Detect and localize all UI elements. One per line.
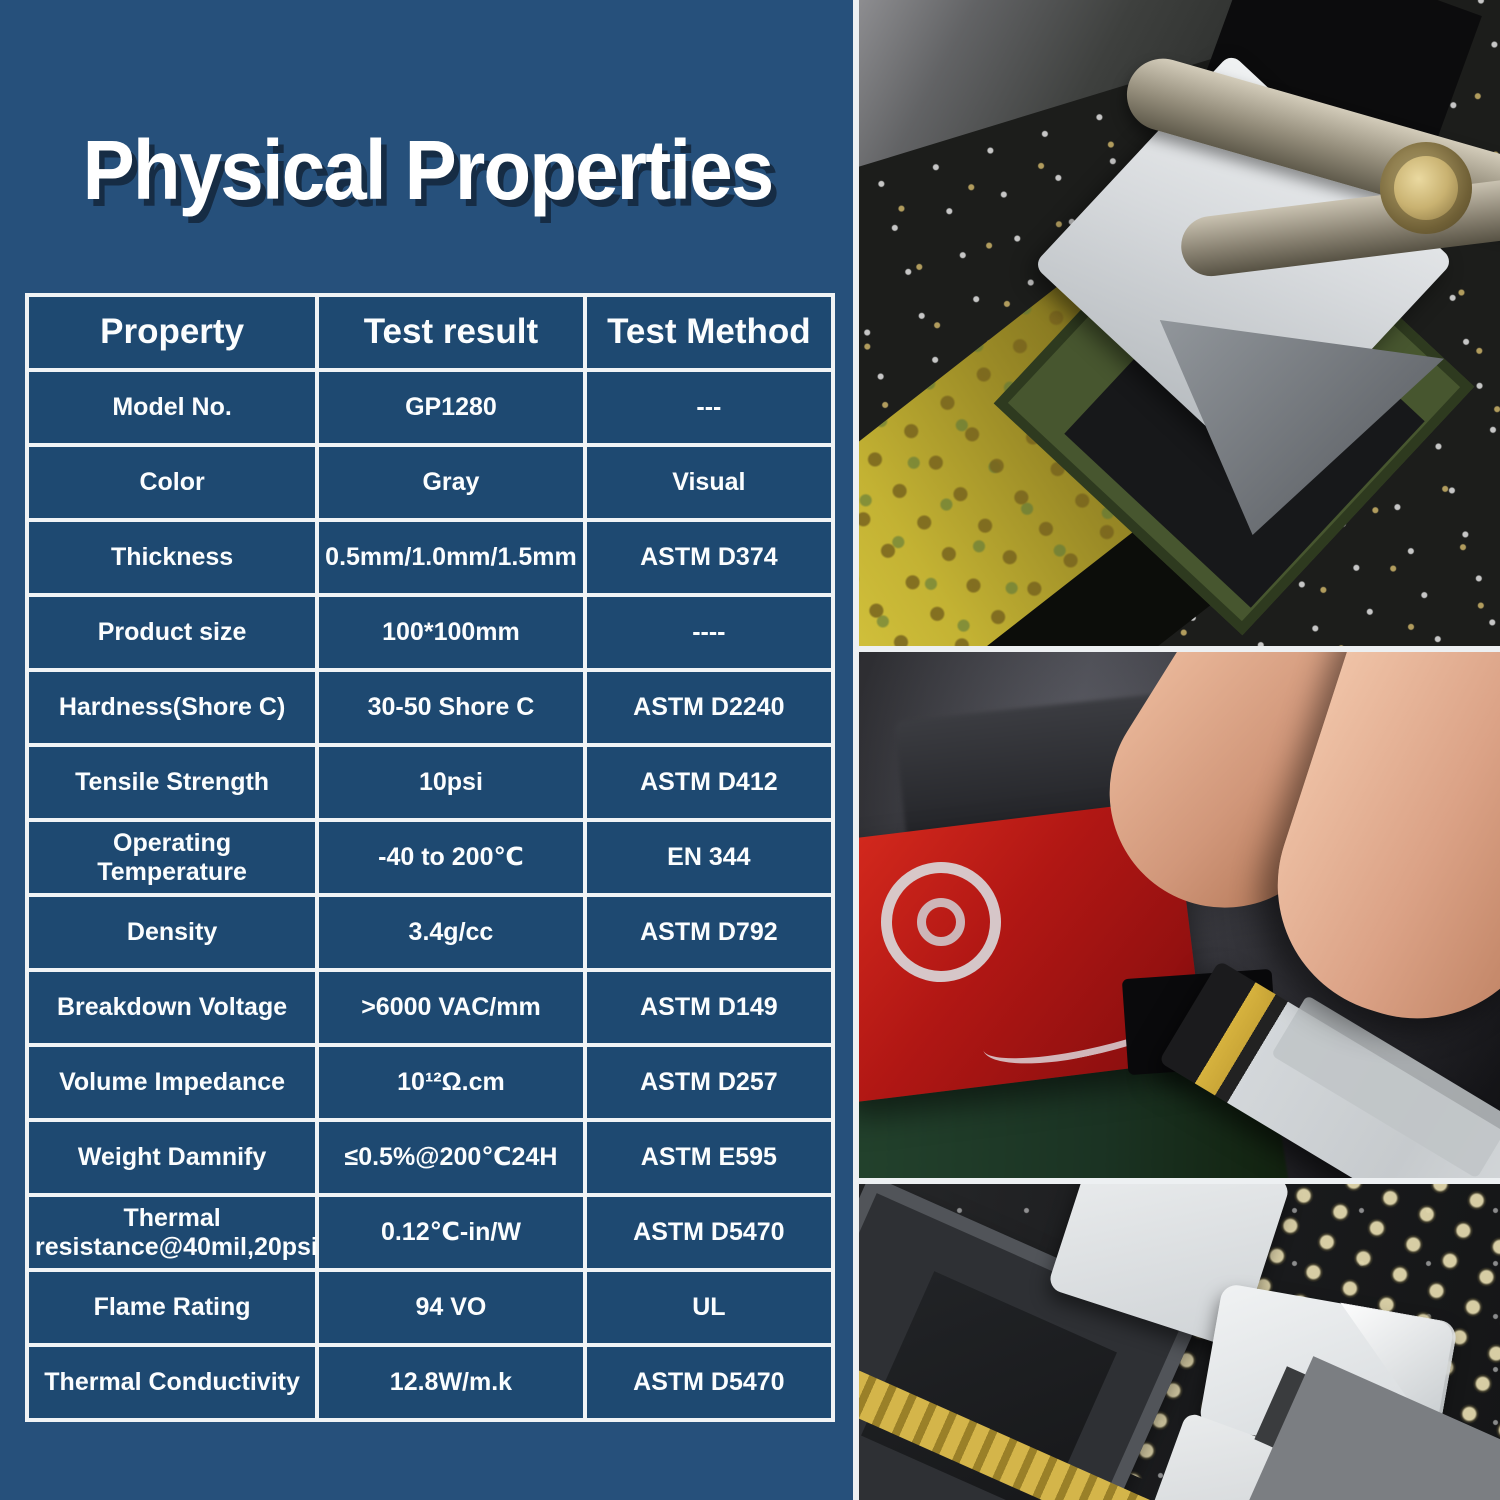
test-result-cell: 12.8W/m.k xyxy=(315,1343,587,1422)
properties-table: Property Test result Test Method Model No.… xyxy=(24,293,836,1422)
table-row: Hardness(Shore C) 30-50 Shore C ASTM D2240 xyxy=(24,668,836,747)
property-cell: Tensile Strength xyxy=(24,743,320,822)
test-result-cell: 94 VO xyxy=(315,1268,587,1347)
test-result-cell: >6000 VAC/mm xyxy=(315,968,587,1047)
test-method-cell: ASTM D374 xyxy=(582,518,836,597)
table-row: Breakdown Voltage >6000 VAC/mm ASTM D149 xyxy=(24,968,836,1047)
property-cell: Product size xyxy=(24,593,320,672)
test-method-cell: --- xyxy=(582,368,836,447)
property-cell: Breakdown Voltage xyxy=(24,968,320,1047)
spec-panel: Physical Properties Property Test result T… xyxy=(24,123,836,1422)
test-method-cell: ASTM D5470 xyxy=(582,1343,836,1422)
pads-on-board-photo xyxy=(859,1184,1500,1500)
thermal-pad-peel-photo xyxy=(859,0,1500,646)
test-result-cell: 30-50 Shore C xyxy=(315,668,587,747)
logo-inner-ring xyxy=(917,898,965,946)
test-method-cell: ASTM D5470 xyxy=(582,1193,836,1272)
property-cell: Thermal resistance@40mil,20psi xyxy=(24,1193,320,1272)
test-method-cell: ---- xyxy=(582,593,836,672)
table-row: Volume Impedance 10¹²Ω.cm ASTM D257 xyxy=(24,1043,836,1122)
header-test-method: Test Method xyxy=(582,293,836,372)
table-header-row: Property Test result Test Method xyxy=(24,293,836,372)
test-result-cell: Gray xyxy=(315,443,587,522)
test-result-cell: 3.4g/cc xyxy=(315,893,587,972)
test-result-cell: 0.5mm/1.0mm/1.5mm xyxy=(315,518,587,597)
test-result-cell: 10psi xyxy=(315,743,587,822)
property-cell: Model No. xyxy=(24,368,320,447)
test-method-cell: ASTM D149 xyxy=(582,968,836,1047)
test-result-cell: ≤0.5%@200℃24H xyxy=(315,1118,587,1197)
header-test-result: Test result xyxy=(315,293,587,372)
test-method-cell: EN 344 xyxy=(582,818,836,897)
property-cell: Thermal Conductivity xyxy=(24,1343,320,1422)
header-property: Property xyxy=(24,293,320,372)
test-result-cell: 10¹²Ω.cm xyxy=(315,1043,587,1122)
ssd-install-photo xyxy=(859,652,1500,1178)
table-row: Color Gray Visual xyxy=(24,443,836,522)
table-row: Thermal resistance@40mil,20psi 0.12℃-in/W… xyxy=(24,1193,836,1272)
table-row: Flame Rating 94 VO UL xyxy=(24,1268,836,1347)
property-cell: Density xyxy=(24,893,320,972)
test-method-cell: ASTM D2240 xyxy=(582,668,836,747)
table-row: Tensile Strength 10psi ASTM D412 xyxy=(24,743,836,822)
property-cell: Color xyxy=(24,443,320,522)
test-method-cell: ASTM E595 xyxy=(582,1118,836,1197)
test-result-cell: 100*100mm xyxy=(315,593,587,672)
test-result-cell: GP1280 xyxy=(315,368,587,447)
table-row: Thermal Conductivity 12.8W/m.k ASTM D5470 xyxy=(24,1343,836,1422)
property-cell: Weight Damnify xyxy=(24,1118,320,1197)
property-cell: Thickness xyxy=(24,518,320,597)
gold-standoff xyxy=(1380,142,1472,234)
table-row: Operating Temperature -40 to 200℃ EN 344 xyxy=(24,818,836,897)
photo-strip xyxy=(853,0,1500,1500)
test-method-cell: UL xyxy=(582,1268,836,1347)
table-row: Product size 100*100mm ---- xyxy=(24,593,836,672)
test-method-cell: ASTM D412 xyxy=(582,743,836,822)
test-result-cell: -40 to 200℃ xyxy=(315,818,587,897)
table-row: Thickness 0.5mm/1.0mm/1.5mm ASTM D374 xyxy=(24,518,836,597)
table-row: Weight Damnify ≤0.5%@200℃24H ASTM E595 xyxy=(24,1118,836,1197)
table-row: Model No. GP1280 --- xyxy=(24,368,836,447)
table-row: Density 3.4g/cc ASTM D792 xyxy=(24,893,836,972)
test-method-cell: Visual xyxy=(582,443,836,522)
page-title: Physical Properties xyxy=(82,123,775,217)
property-cell: Hardness(Shore C) xyxy=(24,668,320,747)
test-method-cell: ASTM D792 xyxy=(582,893,836,972)
property-cell: Volume Impedance xyxy=(24,1043,320,1122)
test-method-cell: ASTM D257 xyxy=(582,1043,836,1122)
test-result-cell: 0.12℃-in/W xyxy=(315,1193,587,1272)
property-cell: Flame Rating xyxy=(24,1268,320,1347)
property-cell: Operating Temperature xyxy=(24,818,320,897)
